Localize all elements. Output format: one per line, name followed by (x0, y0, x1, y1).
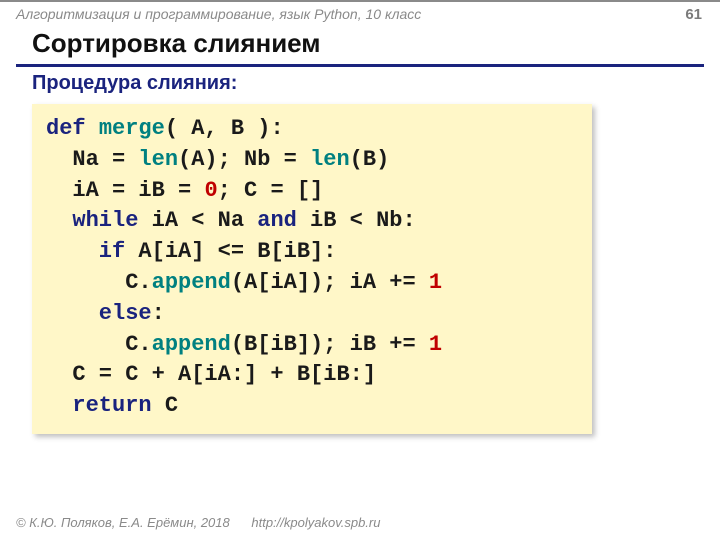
top-line (0, 0, 720, 2)
code-text: C. (46, 332, 152, 357)
page-title: Сортировка слиянием (32, 28, 321, 59)
slide: Алгоритмизация и программирование, язык … (0, 0, 720, 540)
code-text: A[iA] <= B[iB]: (125, 239, 336, 264)
number-literal: 1 (429, 270, 442, 295)
title-underline (16, 64, 704, 67)
footer: © К.Ю. Поляков, Е.А. Ерёмин, 2018 http:/… (16, 515, 380, 530)
code-text: C (152, 393, 178, 418)
code-text: (B[iB]); iB += (231, 332, 429, 357)
kw-def: def (46, 116, 86, 141)
code-block: def merge( A, B ): Na = len(A); Nb = len… (32, 104, 592, 434)
number-literal: 1 (429, 332, 442, 357)
code-text: Na = (46, 147, 138, 172)
method-append: append (152, 332, 231, 357)
code-text: : (152, 301, 165, 326)
code-text: ; C = [] (218, 178, 324, 203)
code-text: iA = iB = (46, 178, 204, 203)
builtin-len: len (310, 147, 350, 172)
code-text: (A[iA]); iA += (231, 270, 429, 295)
kw-return: return (46, 393, 152, 418)
breadcrumb: Алгоритмизация и программирование, язык … (16, 6, 421, 22)
code-text: (A); Nb = (178, 147, 310, 172)
number-literal: 0 (204, 178, 217, 203)
method-append: append (152, 270, 231, 295)
builtin-len: len (138, 147, 178, 172)
kw-while: while (46, 208, 138, 233)
copyright-text: © К.Ю. Поляков, Е.А. Ерёмин, 2018 (16, 515, 230, 530)
section-subtitle: Процедура слияния: (32, 72, 237, 95)
kw-and: and (257, 208, 297, 233)
code-text: C. (46, 270, 152, 295)
code-text: iA < Na (138, 208, 257, 233)
code-text: ( A, B ): (165, 116, 284, 141)
code-text: C = C + A[iA:] + B[iB:] (46, 362, 376, 387)
page-number: 61 (685, 6, 702, 23)
func-name: merge (99, 116, 165, 141)
kw-if: if (46, 239, 125, 264)
code-text: (B) (350, 147, 390, 172)
kw-else: else (46, 301, 152, 326)
footer-url: http://kpolyakov.spb.ru (251, 515, 380, 530)
code-text: iB < Nb: (297, 208, 416, 233)
